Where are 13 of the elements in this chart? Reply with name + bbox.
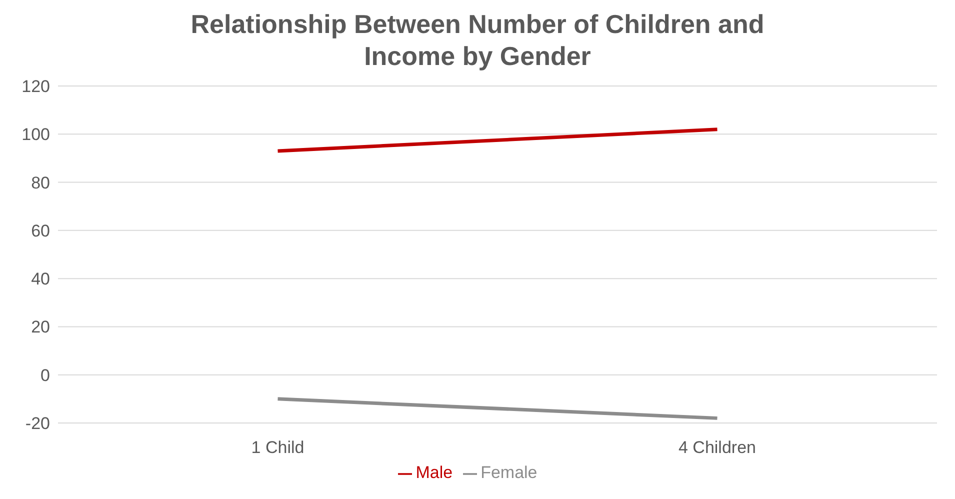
chart-title: Relationship Between Number of Children and Income by Gender xyxy=(190,8,766,72)
y-tick-label: -20 xyxy=(25,414,50,434)
x-tick-label: 4 Children xyxy=(678,438,756,458)
y-tick-label: 120 xyxy=(22,77,50,96)
legend-label: Male xyxy=(416,463,453,482)
y-tick-label: 0 xyxy=(40,366,50,385)
y-tick-label: 80 xyxy=(31,173,50,192)
y-tick-label: 60 xyxy=(31,221,50,240)
legend-label: Female xyxy=(480,463,538,482)
y-tick-label: 100 xyxy=(22,125,50,144)
y-tick-label: 20 xyxy=(31,318,50,337)
x-tick-label: 1 Child xyxy=(251,438,304,458)
y-tick-label: 40 xyxy=(31,270,50,289)
